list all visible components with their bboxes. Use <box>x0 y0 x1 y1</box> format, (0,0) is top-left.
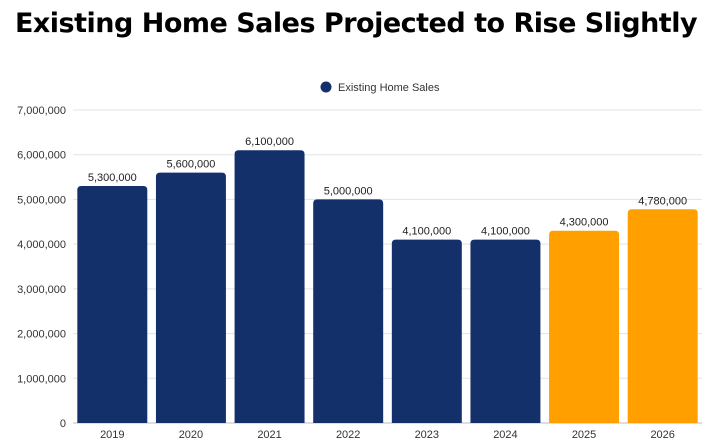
bar <box>234 150 305 423</box>
data-label: 4,100,000 <box>481 226 530 238</box>
legend-label: Existing Home Sales <box>338 82 440 94</box>
data-label: 5,000,000 <box>324 185 373 197</box>
x-tick-label: 2019 <box>100 429 124 441</box>
data-label: 5,600,000 <box>166 159 215 171</box>
y-tick-label: 4,000,000 <box>17 239 66 251</box>
legend: Existing Home Sales <box>320 81 440 94</box>
data-label: 4,300,000 <box>560 217 609 229</box>
chart-title: Existing Home Sales Projected to Rise Sl… <box>14 8 698 39</box>
bar <box>155 172 226 423</box>
bar <box>627 209 698 423</box>
bar <box>77 186 148 423</box>
data-label: 5,300,000 <box>88 172 137 184</box>
bar <box>470 239 541 423</box>
y-tick-label: 2,000,000 <box>17 329 66 341</box>
y-tick-label: 3,000,000 <box>17 284 66 296</box>
x-tick-label: 2026 <box>650 429 674 441</box>
bar <box>549 230 620 423</box>
bar <box>391 239 462 423</box>
x-tick-label: 2020 <box>179 429 203 441</box>
bar <box>313 199 384 423</box>
data-label: 6,100,000 <box>245 136 294 148</box>
bars <box>77 150 698 423</box>
y-tick-label: 5,000,000 <box>17 194 66 206</box>
x-tick-label: 2021 <box>257 429 281 441</box>
x-tick-label: 2024 <box>493 429 517 441</box>
x-tick-label: 2025 <box>572 429 596 441</box>
data-label: 4,780,000 <box>638 195 687 207</box>
x-tick-label: 2022 <box>336 429 360 441</box>
y-tick-label: 7,000,000 <box>17 105 66 117</box>
x-axis: 2019 2020 2021 2022 2023 2024 2025 2026 <box>100 429 675 441</box>
x-tick-label: 2023 <box>415 429 439 441</box>
data-label: 4,100,000 <box>402 226 451 238</box>
y-tick-label: 0 <box>60 418 66 430</box>
legend-marker <box>320 81 332 93</box>
y-tick-label: 1,000,000 <box>17 373 66 385</box>
data-labels: 5,300,000 5,600,000 6,100,000 5,000,000 4,10… <box>88 136 687 237</box>
y-tick-label: 6,000,000 <box>17 150 66 162</box>
